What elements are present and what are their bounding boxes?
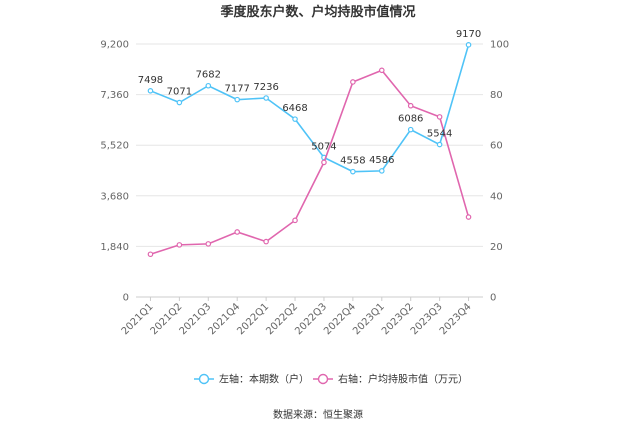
data-label: 4586 <box>369 155 394 166</box>
data-point[interactable] <box>263 95 269 101</box>
data-label: 5074 <box>311 141 336 152</box>
data-point[interactable] <box>378 67 385 74</box>
left-axis-tick-label: 1,840 <box>100 242 129 253</box>
data-label: 7498 <box>138 75 163 86</box>
left-axis-tick-label: 7,360 <box>100 90 129 101</box>
data-label: 9170 <box>456 29 481 40</box>
data-label: 7682 <box>196 70 221 81</box>
data-point[interactable] <box>234 96 241 103</box>
legend-label-1[interactable]: 左轴：本期数（户） <box>219 373 309 386</box>
data-point[interactable] <box>350 79 356 85</box>
data-label: 4558 <box>340 156 365 167</box>
data-point[interactable] <box>436 141 443 148</box>
data-point[interactable] <box>350 168 356 175</box>
right-axis-tick-label: 20 <box>490 242 503 253</box>
data-label: 7177 <box>224 84 249 95</box>
series-line-2 <box>150 69 470 256</box>
data-point[interactable] <box>292 217 298 224</box>
data-point[interactable] <box>147 251 154 258</box>
data-point[interactable] <box>407 102 414 109</box>
right-axis-tick-label: 60 <box>490 141 503 152</box>
right-axis-tick-label: 100 <box>490 40 509 51</box>
left-axis-tick-label: 5,520 <box>100 141 129 152</box>
data-point[interactable] <box>147 88 154 94</box>
data-label: 6468 <box>282 103 307 114</box>
data-point[interactable] <box>465 42 472 48</box>
right-axis-tick-label: 0 <box>490 293 496 304</box>
x-axis-tick-label: 2023Q4 <box>438 301 474 337</box>
data-label: 6086 <box>398 114 423 125</box>
series-group <box>147 42 472 258</box>
series-line-1 <box>150 44 470 173</box>
data-label: 7236 <box>253 82 278 93</box>
legend-marker-2[interactable] <box>317 373 329 385</box>
data-label: 7071 <box>167 87 192 98</box>
data-label: 5544 <box>427 129 452 140</box>
data-point[interactable] <box>292 116 298 122</box>
data-point[interactable] <box>205 82 212 89</box>
data-point[interactable] <box>205 241 212 247</box>
left-axis-tick-label: 3,680 <box>100 191 129 202</box>
data-point[interactable] <box>321 159 327 166</box>
data-point[interactable] <box>176 242 183 248</box>
data-point[interactable] <box>465 214 472 220</box>
grid-lines <box>136 43 483 247</box>
left-axis-tick-label: 0 <box>123 293 129 304</box>
right-axis-tick-label: 80 <box>490 90 503 101</box>
legend[interactable]: 左轴：本期数（户） 右轴：户均持股市值（万元） <box>194 373 468 386</box>
data-point[interactable] <box>234 229 241 235</box>
right-axis-tick-label: 40 <box>490 191 503 202</box>
data-point[interactable] <box>176 99 183 106</box>
chart-title: 季度股东户数、户均持股市值情况 <box>219 4 415 20</box>
legend-marker-1[interactable] <box>198 373 210 385</box>
legend-label-2[interactable]: 右轴：户均持股市值（万元） <box>338 373 468 386</box>
left-axis-tick-label: 9,200 <box>100 40 129 51</box>
data-point[interactable] <box>263 238 269 245</box>
data-point[interactable] <box>436 114 443 120</box>
data-point[interactable] <box>378 168 385 174</box>
data-point[interactable] <box>407 126 414 133</box>
source-note: 数据来源：恒生聚源 <box>273 408 363 421</box>
